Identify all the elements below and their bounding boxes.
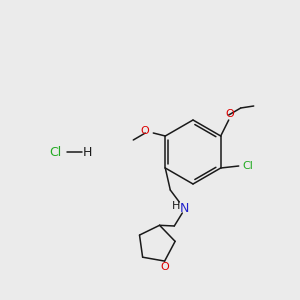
Text: H: H (172, 201, 181, 211)
Text: H: H (82, 146, 92, 158)
Text: O: O (160, 262, 169, 272)
Text: O: O (225, 109, 234, 119)
Text: O: O (140, 126, 149, 136)
Text: Cl: Cl (49, 146, 61, 158)
Text: Cl: Cl (243, 161, 254, 171)
Text: N: N (180, 202, 189, 214)
